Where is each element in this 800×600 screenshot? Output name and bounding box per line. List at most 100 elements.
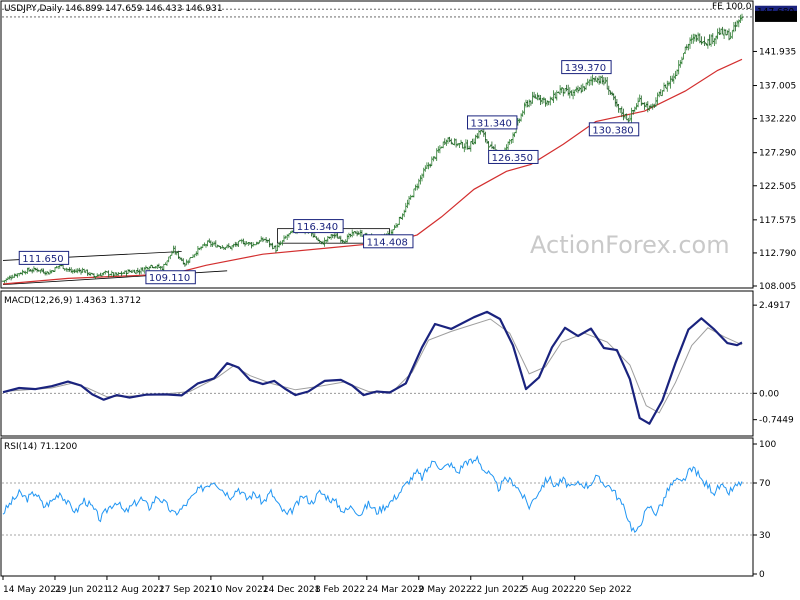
ohlc-bar [440,146,443,149]
ohlc-bar [323,237,326,247]
ohlc-bar [536,92,539,101]
ohlc-bar [539,95,542,105]
ohlc-bar [474,134,477,145]
ohlc-bar [573,89,576,96]
x-tick-label: 8 Feb 2022 [315,585,365,595]
ohlc-bar [695,34,698,42]
ohlc-bar [351,229,354,238]
rsi-tick-label: 100 [759,440,776,450]
level-annotation-box [561,60,612,75]
ohlc-bar [731,30,734,39]
ohlc-bar [432,156,435,162]
ohlc-bar [718,27,721,35]
ohlc-bar [148,266,151,271]
price-tick-label: 112.790 [759,249,796,259]
rsi-panel: RSI(14) 71.1200 100 70 30 0 [0,437,776,580]
ohlc-bar [614,95,617,107]
ohlc-bar [716,28,719,40]
ohlc-bar [545,100,549,106]
x-tick-label: 12 Aug 2021 [107,585,165,595]
price-tick-label: 146.931 [757,13,794,23]
ohlc-bar [180,257,183,262]
ohlc-bar [398,216,401,225]
ohlc-bar [416,183,419,191]
ohlc-bar [721,26,724,35]
ohlc-bar [316,237,320,242]
ohlc-bar [711,33,714,45]
macd-axis: 2.4917 0.00 -0.7449 [753,301,794,426]
price-tick-label: 127.290 [759,149,796,159]
ohlc-bar [422,167,425,178]
macd-tick-label: 0.00 [759,389,779,399]
watermark: ActionForex.com [530,231,730,259]
ohlc-bar [403,209,406,218]
ohlc-bar [456,143,459,147]
ohlc-bar [735,20,739,27]
ohlc-bar [654,97,658,107]
ohlc-bar [568,87,571,99]
ohlc-bar [187,259,190,265]
level-annotation-box [488,149,539,164]
ohlc-bar [677,60,680,75]
ohlc-bar [558,85,562,95]
rsi-line [2,455,743,533]
ohlc-bar [511,132,515,143]
ohlc-bar [472,138,476,145]
price-panel: ActionForex.com USDJPY,Daily 146.899 147… [0,0,797,292]
price-title: USDJPY,Daily 146.899 147.659 146.433 146… [4,4,223,14]
level-annotation-label: 116.340 [297,222,338,233]
level-annotation-box [18,250,70,265]
ohlc-bar [102,272,105,276]
ohlc-bar [635,103,638,110]
x-tick-label: 29 Jun 2021 [55,585,109,595]
ohlc-bar [268,238,271,248]
ohlc-bar [251,242,255,247]
rsi-tick-label: 30 [759,531,771,541]
ohlc-bar [230,245,234,251]
x-tick-label: 20 Sep 2022 [575,585,632,595]
ohlc-bar [633,106,636,112]
macd-title: MACD(12,26,9) 1.4363 1.3712 [4,296,141,306]
rsi-title: RSI(14) 71.1200 [4,442,77,452]
price-tick-label: 132.220 [759,115,796,125]
rsi-tick-label: 0 [759,570,765,580]
level-annotation-box [467,115,518,130]
rsi-tick-label: 70 [759,479,771,489]
ohlc-bar [235,242,239,247]
ohlc-bar [576,85,580,94]
ohlc-bar [575,86,578,93]
ohlc-bar [247,242,250,246]
ohlc-bar [35,267,39,273]
ohlc-bar [578,87,581,91]
rsi-axis: 100 70 30 0 [753,440,776,580]
ohlc-bar [692,33,695,44]
ohlc-bar [287,233,291,238]
ohlc-bar [237,241,240,247]
price-tick-label: 141.935 [759,47,796,57]
macd-main-line [2,310,743,425]
ohlc-bar [430,156,433,167]
ohlc-bar [341,239,344,244]
ohlc-bar [601,75,604,85]
ohlc-bar [45,271,49,276]
ohlc-bar [266,239,269,243]
ohlc-bar [188,257,191,263]
ohlc-bar [344,239,347,243]
ohlc-bar [224,247,227,250]
ohlc-bar [739,14,742,23]
ohlc-bar [463,143,466,153]
ohlc-bar [643,102,646,110]
x-tick-label: 22 Jun 2022 [471,585,525,595]
ohlc-bar [242,238,245,245]
ohlc-bar [664,84,667,89]
price-axis: 147.680146.931141.935137.005132.220127.2… [753,5,797,292]
ohlc-bar [414,184,417,191]
ohlc-bar [347,232,351,240]
ohlc-bar [599,75,602,84]
fib-label: FE 100.0 [712,2,752,12]
ohlc-bar [445,139,448,146]
ohlc-bar [467,145,471,150]
ohlc-bar [583,86,586,92]
price-layer: 111.650 109.110 116.340 114.408 131.340 126.3… [1,5,797,292]
